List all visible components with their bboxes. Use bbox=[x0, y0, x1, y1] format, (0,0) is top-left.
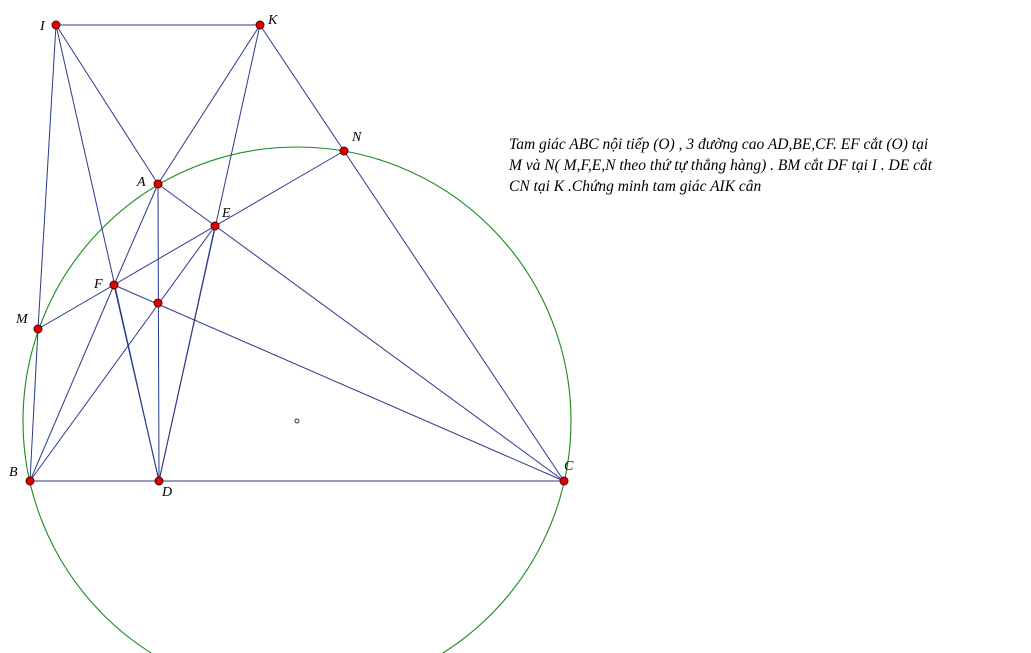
label-d: D bbox=[161, 485, 172, 500]
circumcircle-o bbox=[22, 146, 572, 653]
segment-ia bbox=[55, 24, 159, 185]
segment-af bbox=[113, 183, 159, 286]
problem-line: CN tại K .Chứng minh tam giác AIK cân bbox=[509, 178, 762, 195]
point-m bbox=[33, 324, 43, 334]
segment-fb bbox=[29, 284, 115, 482]
point-e bbox=[210, 221, 220, 231]
point-f bbox=[109, 280, 119, 290]
segment-de bbox=[158, 225, 216, 482]
problem-statement: Tam giác ABC nội tiếp (O) , 3 đường cao … bbox=[509, 134, 1024, 197]
label-m: M bbox=[15, 312, 29, 327]
label-c: C bbox=[564, 459, 574, 474]
segment-mb bbox=[29, 328, 39, 482]
label-e: E bbox=[221, 206, 231, 221]
point-d bbox=[154, 476, 164, 486]
segment-be bbox=[29, 225, 216, 482]
circle-center-o bbox=[294, 418, 300, 424]
segment-ac bbox=[157, 183, 565, 482]
segment-ad bbox=[157, 183, 160, 482]
label-f: F bbox=[93, 277, 103, 292]
label-b: B bbox=[9, 465, 18, 480]
label-k: K bbox=[267, 13, 278, 28]
label-n: N bbox=[351, 130, 362, 145]
point-k bbox=[255, 20, 265, 30]
problem-line: M và N( M,F,E,N theo thứ tự thẳng hàng) … bbox=[509, 157, 933, 174]
segment-fc bbox=[113, 284, 565, 482]
segment-kc bbox=[259, 24, 565, 482]
point-a bbox=[153, 179, 163, 189]
segment-ka bbox=[157, 24, 261, 185]
point-c bbox=[559, 476, 569, 486]
segment-fd bbox=[113, 284, 160, 482]
label-a: A bbox=[136, 175, 146, 190]
problem-line: Tam giác ABC nội tiếp (O) , 3 đường cao … bbox=[509, 136, 929, 153]
segment-im bbox=[37, 24, 57, 330]
point-n bbox=[339, 146, 349, 156]
point-b bbox=[25, 476, 35, 486]
segment-mn bbox=[37, 150, 345, 330]
point-h bbox=[153, 298, 163, 308]
label-i: I bbox=[39, 19, 46, 34]
point-i bbox=[51, 20, 61, 30]
